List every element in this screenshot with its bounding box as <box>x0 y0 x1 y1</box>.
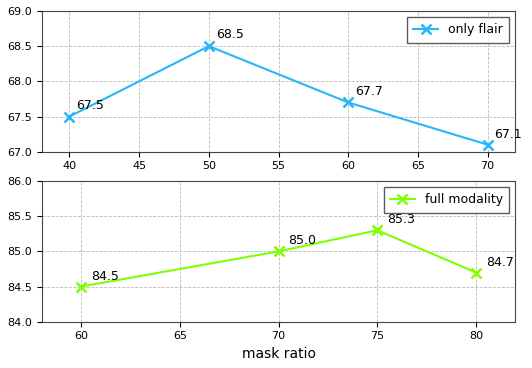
Text: 84.7: 84.7 <box>486 256 514 269</box>
full modality <box>473 270 479 275</box>
X-axis label: mask ratio: mask ratio <box>242 347 315 361</box>
Text: 67.7: 67.7 <box>355 85 383 98</box>
Text: 85.0: 85.0 <box>288 234 317 247</box>
Line: full modality: full modality <box>76 226 481 291</box>
only flair <box>485 142 491 147</box>
full modality <box>374 228 380 233</box>
Text: 84.5: 84.5 <box>91 270 119 283</box>
only flair <box>206 44 212 48</box>
Text: 67.1: 67.1 <box>495 128 522 141</box>
Legend: full modality: full modality <box>384 187 509 213</box>
Text: 68.5: 68.5 <box>216 28 244 41</box>
Text: 67.5: 67.5 <box>77 99 104 112</box>
only flair <box>66 114 72 119</box>
full modality <box>276 249 282 254</box>
Legend: only flair: only flair <box>407 17 509 43</box>
Text: 85.3: 85.3 <box>387 213 415 226</box>
Line: only flair: only flair <box>64 41 493 149</box>
full modality <box>78 284 84 289</box>
only flair <box>345 100 352 105</box>
